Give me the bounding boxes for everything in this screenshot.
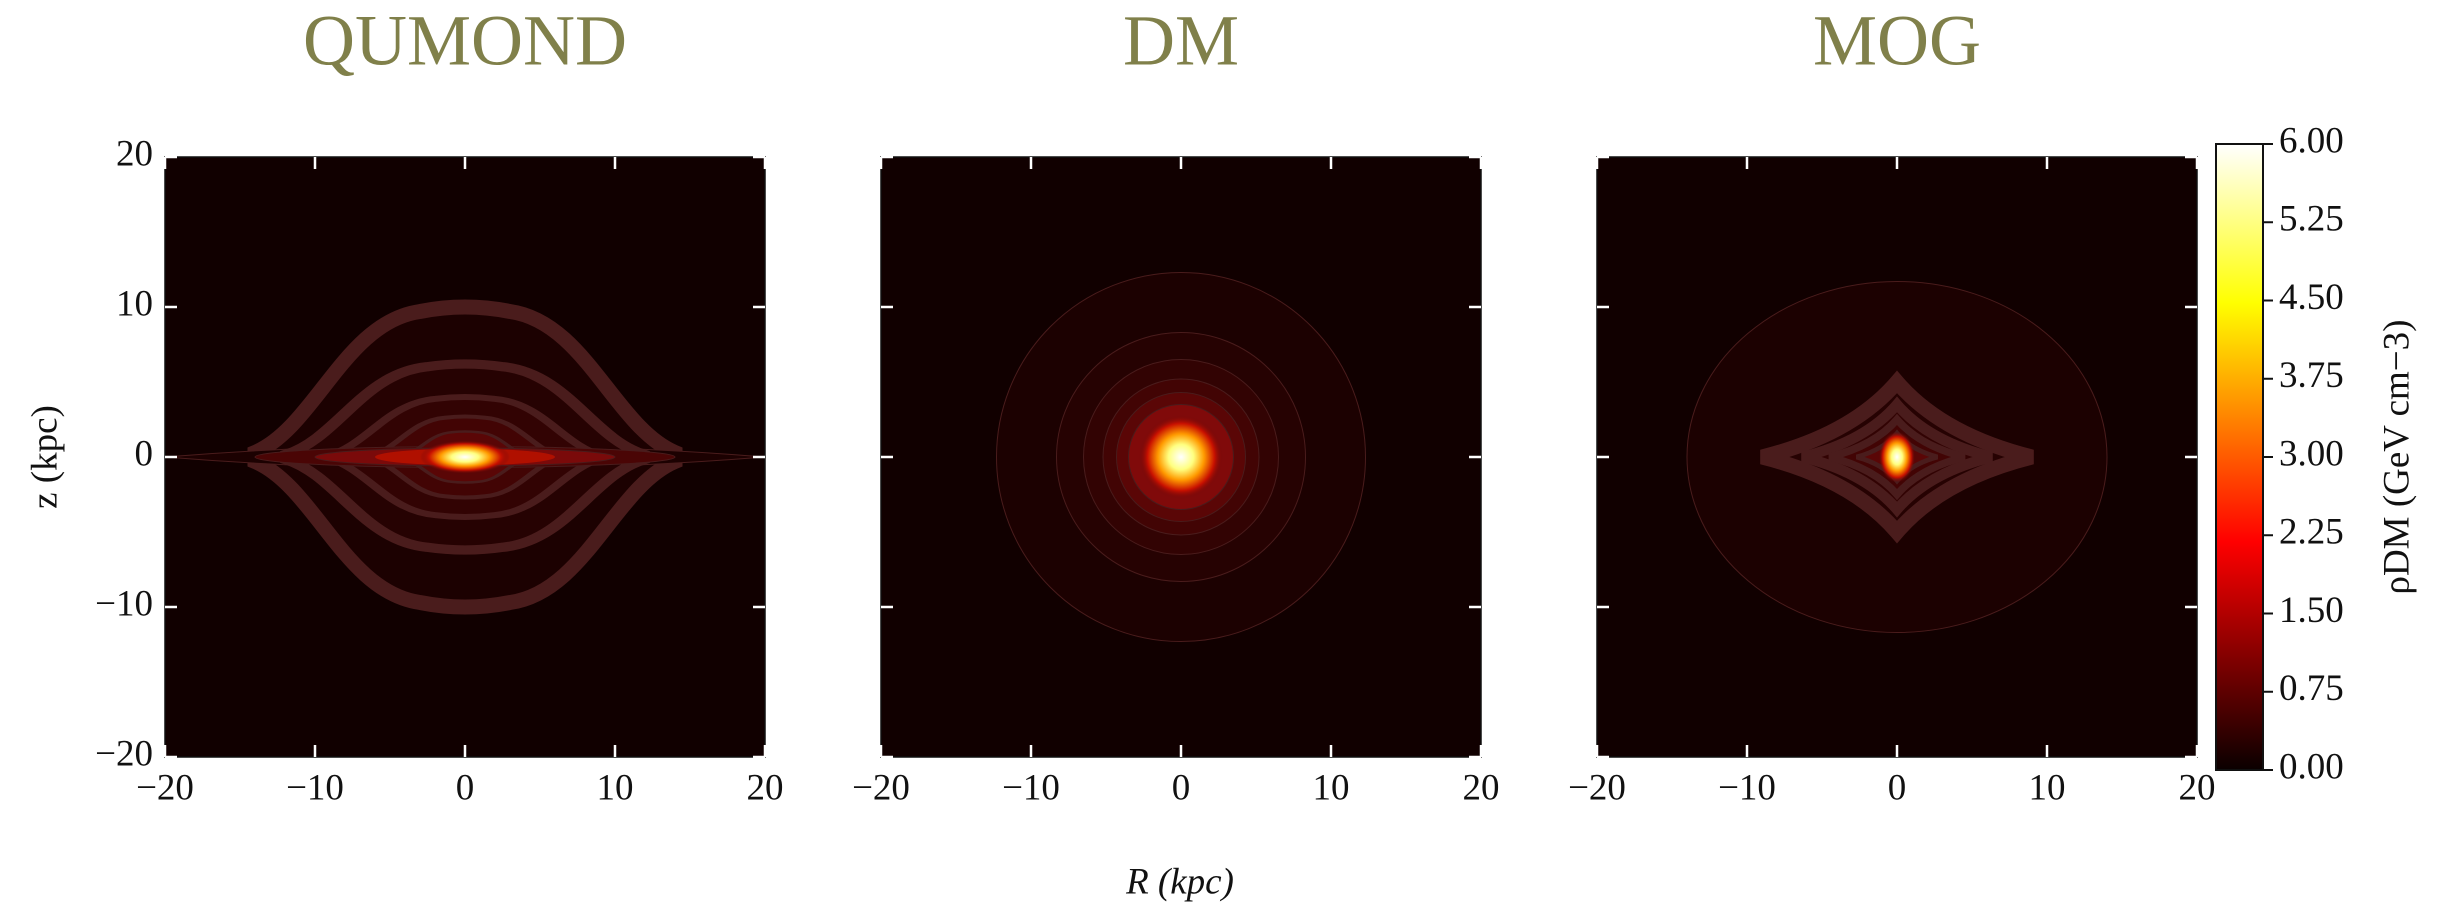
y-tick-label: 10	[116, 283, 153, 324]
x-tick-label: 0	[1888, 767, 1907, 808]
colorbar-tick-label: 2.25	[2279, 512, 2344, 553]
colorbar-tick-label: 0.75	[2279, 668, 2344, 709]
density-field	[165, 157, 2197, 757]
y-axis-label: z (kpc)	[24, 405, 65, 509]
x-tick-label: 20	[1463, 767, 1500, 808]
colorbar-tick-label: 4.50	[2279, 277, 2344, 318]
colorbar-tick-label: 6.00	[2279, 120, 2344, 161]
x-tick-label: −10	[1002, 767, 1060, 808]
panel-title: QUMOND	[303, 1, 627, 81]
x-tick-label: −10	[286, 767, 344, 808]
panel-title: DM	[1123, 1, 1239, 81]
x-tick-label: 10	[2029, 767, 2066, 808]
colorbar-tick-label: 5.25	[2279, 199, 2344, 240]
colorbar-tick-label: 3.00	[2279, 433, 2344, 474]
x-tick-label: 20	[2179, 767, 2216, 808]
y-tick-label: 20	[116, 133, 153, 174]
y-tick-label: −10	[95, 583, 153, 624]
panel-title: MOG	[1813, 1, 1981, 81]
y-tick-label: 0	[135, 433, 154, 474]
x-tick-label: 0	[1172, 767, 1191, 808]
x-tick-label: −20	[852, 767, 910, 808]
x-tick-label: −20	[136, 767, 194, 808]
x-tick-label: −10	[1718, 767, 1776, 808]
colorbar-tick-label: 1.50	[2279, 590, 2344, 631]
colorbar-tick-label: 3.75	[2279, 355, 2344, 396]
colorbar	[2215, 143, 2264, 771]
x-tick-label: 0	[456, 767, 475, 808]
colorbar-label: ρDM (GeV cm−3)	[2376, 320, 2417, 595]
x-tick-label: 10	[597, 767, 634, 808]
x-tick-label: 20	[747, 767, 784, 808]
x-axis-label: R (kpc)	[1125, 861, 1234, 902]
x-tick-label: −20	[1568, 767, 1626, 808]
colorbar-tick-label: 0.00	[2279, 746, 2344, 787]
y-tick-label: −20	[95, 733, 153, 774]
x-tick-label: 10	[1313, 767, 1350, 808]
